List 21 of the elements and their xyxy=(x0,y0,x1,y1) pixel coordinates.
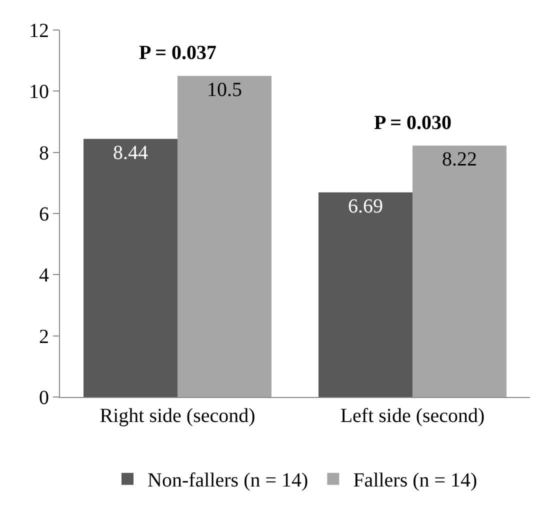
y-tick-label: 10 xyxy=(29,81,49,104)
bar xyxy=(84,138,178,397)
y-tick-label: 8 xyxy=(39,142,49,164)
y-tick-label: 12 xyxy=(29,20,49,42)
bar xyxy=(318,192,412,397)
y-tick-label: 4 xyxy=(39,264,49,287)
data-label: 8.44 xyxy=(113,142,148,164)
y-tick-label: 6 xyxy=(39,204,49,226)
bar xyxy=(178,76,272,397)
data-label: 6.69 xyxy=(348,195,383,218)
data-label: 10.5 xyxy=(207,78,242,101)
annotation: P = 0.037 xyxy=(139,42,217,64)
x-tick-label: Left side (second) xyxy=(340,405,485,427)
x-tick-label: Right side (second) xyxy=(100,405,256,427)
bar xyxy=(412,146,506,397)
y-tick-label: 0 xyxy=(39,387,49,409)
legend-label: Non-fallers (n = 14) xyxy=(148,470,308,492)
data-label: 8.22 xyxy=(442,148,477,171)
annotation: P = 0.030 xyxy=(374,112,452,134)
y-tick-label: 2 xyxy=(39,326,49,348)
legend-label: Fallers (n = 14) xyxy=(353,470,478,492)
